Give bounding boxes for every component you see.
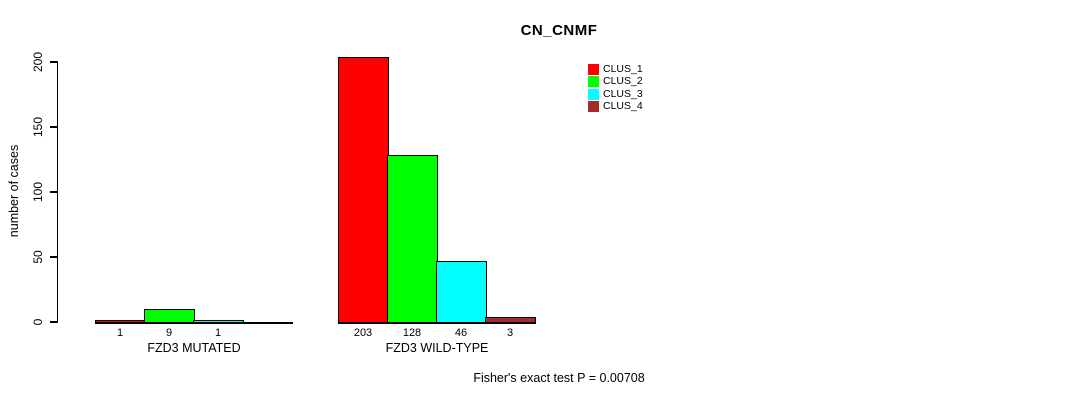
- bar-clus-3-fzd3-wild-type: [436, 261, 487, 323]
- y-tick-label: 100: [31, 181, 45, 203]
- bar-value-label: 1: [116, 327, 124, 339]
- bar-value-label: 9: [165, 327, 173, 339]
- legend-item-clus-2: CLUS_2: [588, 75, 643, 88]
- legend-item-clus-4: CLUS_4: [588, 99, 643, 112]
- legend-label: CLUS_2: [603, 75, 643, 88]
- legend-swatch-icon: [588, 88, 599, 100]
- y-tick-label: 50: [31, 250, 45, 264]
- bar-clus-1-fzd3-mutated: [95, 319, 146, 323]
- x-group-label-fzd3-wild-type: FZD3 WILD-TYPE: [385, 341, 489, 355]
- bar-value-label: 128: [402, 327, 422, 339]
- legend-label: CLUS_4: [603, 99, 643, 112]
- bar-value-label: 203: [353, 327, 373, 339]
- y-tick: [50, 61, 57, 63]
- y-axis-title: number of cases: [7, 144, 21, 238]
- legend-label: CLUS_1: [603, 63, 643, 75]
- bar-clus-1-fzd3-wild-type: [338, 57, 389, 323]
- legend-item-clus-3: CLUS_3: [588, 87, 643, 100]
- legend-item-clus-1: CLUS_1: [588, 64, 643, 75]
- bar-value-label: 1: [214, 327, 222, 339]
- bar-clus-2-fzd3-wild-type: [387, 154, 438, 323]
- legend-label: CLUS_3: [603, 87, 643, 100]
- bar-value-label: 3: [506, 327, 514, 339]
- legend-swatch-icon: [588, 76, 599, 88]
- bar-value-label: 46: [454, 327, 468, 339]
- legend-swatch-icon: [588, 100, 599, 112]
- legend-swatch-icon: [588, 64, 599, 75]
- y-tick-label: 0: [31, 318, 45, 326]
- y-tick: [50, 126, 57, 128]
- y-tick: [50, 321, 57, 323]
- bar-clus-2-fzd3-mutated: [144, 309, 195, 323]
- chart-title: CN_CNMF: [520, 22, 598, 39]
- bar-clus-3-fzd3-mutated: [193, 319, 244, 323]
- y-tick-label: 150: [31, 116, 45, 138]
- y-tick: [50, 256, 57, 258]
- y-axis-line: [57, 61, 59, 323]
- y-tick-label: 200: [31, 51, 45, 73]
- fisher-test-annotation: Fisher's exact test P = 0.00708: [473, 371, 645, 385]
- bar-clus-4-fzd3-wild-type: [485, 317, 536, 323]
- y-tick: [50, 191, 57, 193]
- x-group-label-fzd3-mutated: FZD3 MUTATED: [147, 341, 241, 355]
